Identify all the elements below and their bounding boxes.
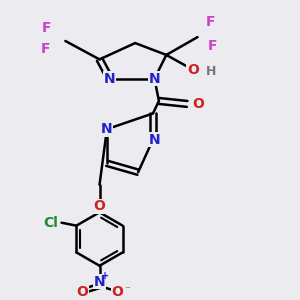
Text: F: F (208, 39, 217, 53)
Text: O: O (111, 285, 123, 299)
Text: O: O (187, 63, 199, 77)
Text: H: H (206, 65, 217, 78)
Text: Cl: Cl (44, 216, 58, 230)
Text: N: N (94, 275, 105, 289)
Text: F: F (41, 42, 50, 56)
Text: O: O (76, 285, 88, 299)
Text: O: O (193, 97, 204, 111)
Text: ⁻: ⁻ (124, 285, 130, 296)
Text: +: + (101, 271, 110, 281)
Text: N: N (148, 133, 160, 147)
Text: N: N (148, 72, 160, 86)
Text: N: N (101, 122, 113, 136)
Text: F: F (206, 15, 216, 29)
Text: O: O (94, 200, 106, 213)
Text: F: F (42, 21, 51, 35)
Text: N: N (104, 72, 116, 86)
